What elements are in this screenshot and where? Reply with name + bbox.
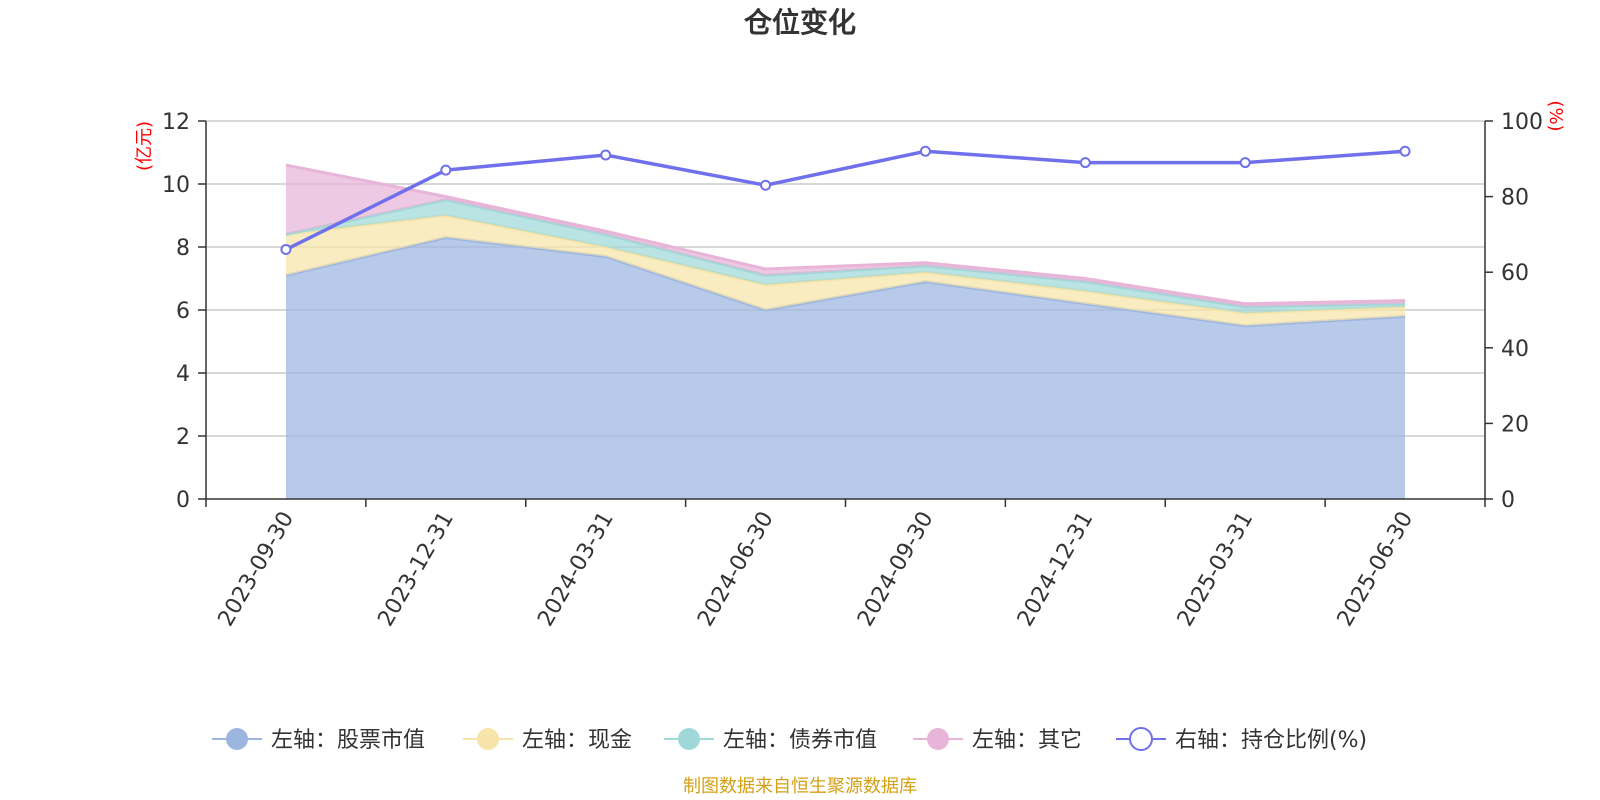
area-fill xyxy=(285,215,1406,326)
right-tick-label: 20 xyxy=(1501,412,1529,437)
legend-label: 右轴：持仓比例(%) xyxy=(1175,728,1367,753)
legend-label: 左轴：其它 xyxy=(972,728,1082,753)
chart-title: 仓位变化 xyxy=(744,6,856,39)
left-tick-label: 4 xyxy=(176,362,190,387)
area-fill xyxy=(285,199,1406,314)
line-point xyxy=(600,149,612,161)
x-tick-label: 2025-06-30 xyxy=(1333,508,1419,631)
right-tick-label: 40 xyxy=(1501,337,1529,362)
x-tick-label: 2025-03-31 xyxy=(1173,508,1259,631)
x-tick-label: 2024-09-30 xyxy=(853,508,939,631)
right-tick-label: 0 xyxy=(1501,488,1515,513)
area-edge xyxy=(285,163,1406,306)
right-tick-label: 60 xyxy=(1501,261,1529,286)
left-axis-unit: (亿元) xyxy=(134,121,155,171)
right-tick-label: 80 xyxy=(1501,186,1529,211)
line-path xyxy=(285,149,1406,252)
legend-marker xyxy=(226,728,248,750)
x-tick-label: 2024-03-31 xyxy=(533,508,619,631)
legend-marker xyxy=(678,728,700,750)
line-point xyxy=(760,179,772,191)
area-series xyxy=(285,163,1406,500)
right-axis-unit: (%) xyxy=(1545,100,1566,131)
legend-label: 左轴：债券市值 xyxy=(723,728,877,753)
left-tick-label: 2 xyxy=(176,425,190,450)
line-point xyxy=(919,145,931,157)
legend-label: 左轴：现金 xyxy=(522,728,632,753)
x-tick-label: 2024-12-31 xyxy=(1013,508,1099,631)
left-tick-label: 0 xyxy=(176,488,190,513)
left-tick-label: 8 xyxy=(176,236,190,261)
legend-label: 左轴：股票市值 xyxy=(271,728,425,753)
legend-marker xyxy=(1129,727,1153,751)
line-point xyxy=(280,244,292,256)
x-tick-label: 2023-09-30 xyxy=(214,508,300,631)
legend: 左轴：股票市值 左轴：现金 左轴：债券市值 左轴：其它 右轴：持仓比例(%) xyxy=(212,727,1367,753)
line-point xyxy=(1079,157,1091,169)
right-tick-label: 100 xyxy=(1501,110,1543,135)
area-fill xyxy=(285,237,1406,500)
left-tick-label: 12 xyxy=(162,110,190,135)
line-series xyxy=(280,145,1411,256)
line-point xyxy=(1239,157,1251,169)
left-tick-label: 6 xyxy=(176,299,190,324)
legend-marker xyxy=(477,728,499,750)
legend-marker xyxy=(927,728,949,750)
x-tick-label: 2023-12-31 xyxy=(373,508,459,631)
line-point xyxy=(1399,145,1411,157)
left-tick-label: 10 xyxy=(162,173,190,198)
source-note: 制图数据来自恒生聚源数据库 xyxy=(683,776,917,797)
x-tick-label: 2024-06-30 xyxy=(693,508,779,631)
line-point xyxy=(440,164,452,176)
